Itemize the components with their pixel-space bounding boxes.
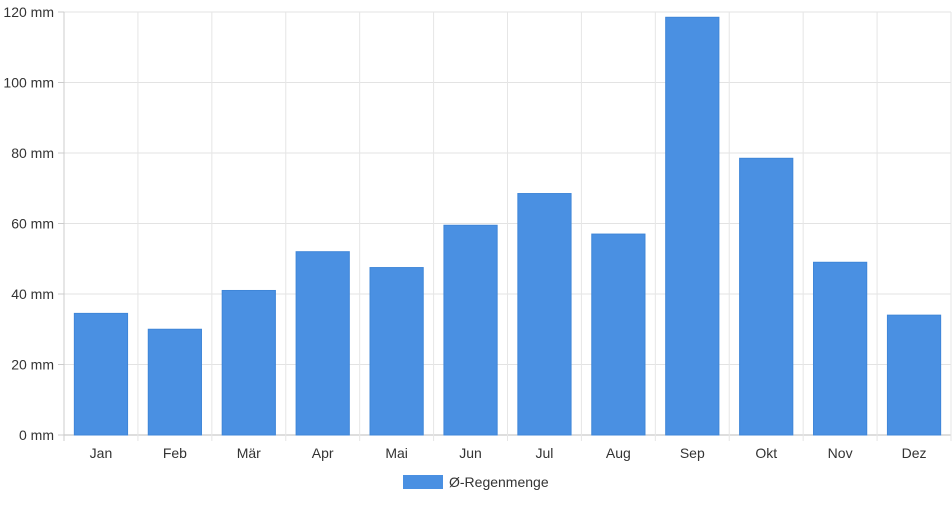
grid-layer [63,11,952,441]
x-tick-label: Sep [680,445,705,461]
y-tick-label: 60 mm [11,216,54,232]
legend-swatch[interactable] [403,475,443,489]
bar-aug[interactable] [591,233,646,436]
x-tick-label: Jun [459,445,482,461]
x-tick-label: Feb [163,445,187,461]
x-tick-label: Dez [902,445,927,461]
x-tick-label: Okt [755,445,777,461]
bar-feb[interactable] [147,328,202,436]
legend-label[interactable]: Ø-Regenmenge [449,474,549,490]
bar-sep[interactable] [665,16,720,436]
x-tick-label: Nov [828,445,853,461]
bar-nov[interactable] [813,261,868,436]
bar-jul[interactable] [517,193,572,436]
y-tick-label: 40 mm [11,286,54,302]
y-tick-label: 120 mm [3,4,54,20]
bar-dez[interactable] [886,314,942,436]
x-tick-label: Jul [536,445,554,461]
bar-jun[interactable] [443,224,498,436]
bar-mai[interactable] [369,267,424,436]
legend[interactable]: Ø-Regenmenge [403,474,549,490]
bar-mär[interactable] [221,289,276,436]
x-tick-label: Jan [90,445,113,461]
x-tick-label: Mär [237,445,261,461]
x-tick-labels: Jan Feb Mär Apr Mai Jun Jul Aug Sep Okt Nov Dez [90,445,927,461]
y-tick-label: 20 mm [11,357,54,373]
y-tick-label: 100 mm [3,75,54,91]
y-tick-label: 0 mm [19,427,54,443]
y-tick-label: 80 mm [11,145,54,161]
y-tick-labels: 0 mm 20 mm 40 mm 60 mm 80 mm 100 mm 120 mm [3,4,54,443]
x-tick-label: Apr [312,445,334,461]
axis-layer [58,11,64,436]
x-tick-label: Mai [385,445,408,461]
bar-apr[interactable] [295,251,350,436]
bar-okt[interactable] [739,157,794,436]
bars-layer [73,16,942,436]
bar-jan[interactable] [73,312,129,436]
x-tick-label: Aug [606,445,631,461]
